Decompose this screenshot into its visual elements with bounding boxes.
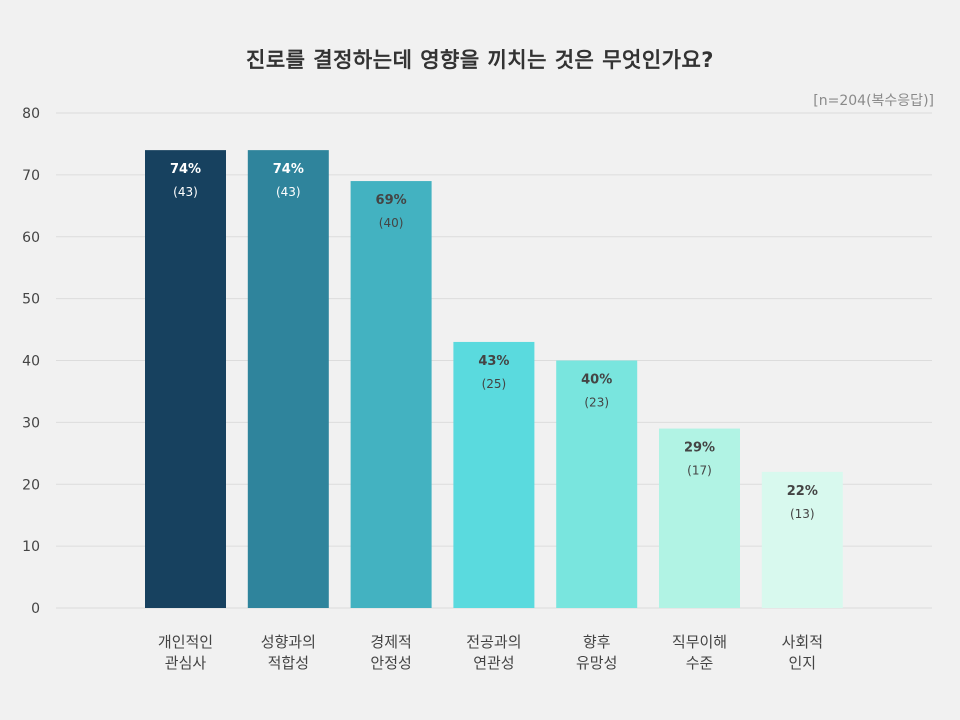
category-label: 향후 [583, 633, 611, 651]
category-label: 직무이해 [672, 633, 727, 651]
category-label: 관심사 [165, 654, 207, 672]
bar-labels: 74% (43) 74% (43) 69% (40) 43% (25) 40% (23) 29% (1… [170, 162, 818, 521]
y-tick-label: 40 [22, 354, 40, 370]
y-tick-label: 50 [22, 292, 40, 308]
category-label: 연관성 [473, 654, 514, 672]
bar-count-label: (43) [173, 185, 198, 199]
category-label: 전공과의 [466, 633, 521, 651]
bar-percent-label: 74% [273, 162, 304, 177]
bar [761, 471, 843, 608]
category-label: 성향과의 [261, 633, 316, 651]
bar-percent-label: 74% [170, 162, 201, 177]
bar-percent-label: 40% [581, 373, 612, 388]
category-label: 안정성 [370, 654, 411, 672]
category-label: 사회적 [782, 633, 823, 651]
category-label: 인지 [788, 654, 816, 672]
category-label: 적합성 [268, 654, 309, 672]
y-tick-label: 60 [22, 230, 40, 246]
bar-count-label: (40) [379, 216, 404, 230]
bar-count-label: (17) [687, 464, 712, 478]
y-tick-label: 0 [31, 601, 40, 617]
bar-percent-label: 22% [787, 484, 818, 499]
y-tick-label: 10 [22, 539, 40, 555]
bar-count-label: (25) [482, 377, 507, 391]
bar-percent-label: 69% [376, 193, 407, 208]
bar [453, 341, 535, 608]
bar-percent-label: 43% [478, 354, 509, 369]
category-label: 개인적인 [158, 633, 213, 651]
y-axis-ticks: 0 10 20 30 40 50 60 70 80 [22, 106, 40, 617]
y-tick-label: 70 [22, 168, 40, 184]
bar-count-label: (13) [790, 507, 815, 521]
sample-size-note: [n=204(복수응답)] [813, 93, 934, 109]
y-tick-label: 30 [22, 415, 40, 431]
bar [350, 181, 432, 608]
y-tick-label: 80 [22, 106, 40, 122]
bar-count-label: (43) [276, 185, 301, 199]
bar-count-label: (23) [584, 396, 609, 410]
bar [556, 360, 638, 608]
category-label: 수준 [686, 654, 714, 672]
category-label: 유망성 [576, 654, 617, 672]
y-tick-label: 20 [22, 477, 40, 493]
bar [659, 428, 740, 608]
bar [247, 150, 329, 608]
bar [145, 150, 226, 608]
bars [145, 150, 843, 608]
category-label: 경제적 [370, 633, 411, 651]
bar-percent-label: 29% [684, 441, 715, 456]
chart-title: 진로를 결정하는데 영향을 끼치는 것은 무엇인가요? [246, 48, 714, 72]
